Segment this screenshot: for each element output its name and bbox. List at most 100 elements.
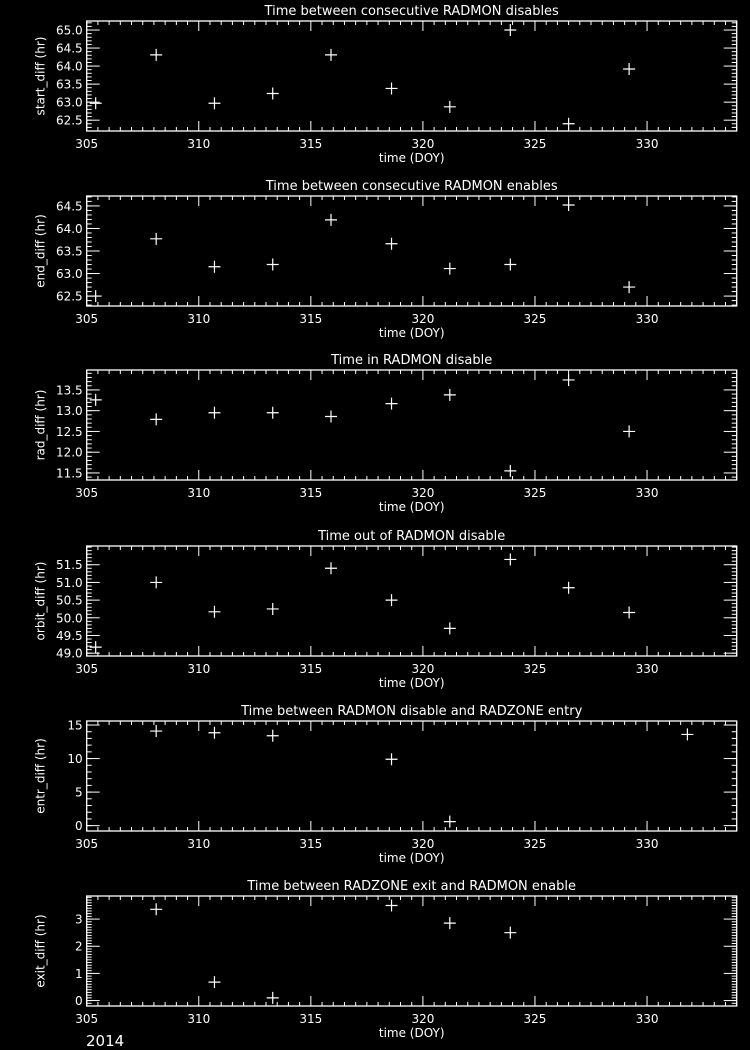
y-tick-label: 65.0 (56, 24, 83, 38)
data-point (208, 260, 221, 273)
y-tick-label: 49.5 (56, 629, 83, 643)
x-tick-label: 310 (187, 1012, 210, 1026)
data-point (385, 753, 398, 766)
y-tick-label: 63.5 (56, 78, 83, 92)
chart-title: Time between consecutive RADMON disables (264, 4, 560, 19)
y-tick-label: 49.0 (56, 647, 83, 661)
data-point (325, 213, 338, 226)
plot-frame (86, 720, 738, 832)
y-tick-label: 0 (75, 819, 83, 833)
panel-4: Time out of RADMON disable time (DOY) orbi… (34, 529, 738, 690)
x-tick-label: 320 (411, 837, 434, 851)
x-tick-label: 305 (75, 486, 98, 500)
x-tick-label: 305 (75, 1012, 98, 1026)
y-tick-label: 12.5 (56, 425, 83, 439)
data-point (266, 602, 279, 615)
panel-2: Time between consecutive RADMON enables t… (34, 179, 738, 340)
data-point (266, 991, 279, 1004)
y-axis-label: end_diff (hr) (34, 214, 48, 288)
y-axis-label: start_diff (hr) (34, 37, 48, 116)
y-axis-label: rad_diff (hr) (34, 390, 48, 461)
x-tick-label: 320 (411, 662, 434, 676)
y-tick-label: 10 (67, 752, 82, 766)
plot-frame (86, 20, 738, 132)
data-point (325, 410, 338, 423)
y-tick-label: 62.5 (56, 114, 83, 128)
data-point (443, 815, 456, 828)
chart-title: Time in RADMON disable (330, 353, 492, 368)
panel-1: Time between consecutive RADMON disables… (34, 4, 738, 165)
data-point (150, 48, 163, 61)
x-tick-label: 330 (636, 1012, 659, 1026)
data-point (504, 24, 517, 37)
x-tick-label: 330 (636, 662, 659, 676)
data-point (266, 87, 279, 100)
data-point (208, 605, 221, 618)
data-point (385, 82, 398, 95)
data-point (504, 553, 517, 566)
data-point (623, 281, 636, 294)
y-tick-label: 13.0 (56, 404, 83, 418)
data-point (562, 199, 575, 212)
y-tick-label: 2 (75, 940, 83, 954)
y-tick-label: 64.0 (56, 60, 83, 74)
y-tick-label: 63.0 (56, 267, 83, 281)
x-tick-label: 325 (524, 137, 547, 151)
x-tick-label: 320 (411, 312, 434, 326)
data-point (325, 562, 338, 575)
x-tick-label: 310 (187, 137, 210, 151)
chart-title: Time between consecutive RADMON enables (265, 179, 558, 194)
x-tick-label: 325 (524, 486, 547, 500)
data-point (681, 728, 694, 741)
y-axis-label: orbit_diff (hr) (34, 562, 48, 641)
chart-title: Time between RADMON disable and RADZONE … (240, 704, 582, 719)
x-axis-label: time (DOY) (379, 1026, 445, 1040)
data-point (385, 397, 398, 410)
y-tick-label: 11.5 (56, 466, 83, 480)
x-tick-label: 310 (187, 486, 210, 500)
y-axis-label: exit_diff (hr) (34, 914, 48, 987)
data-point (266, 406, 279, 419)
x-tick-label: 330 (636, 486, 659, 500)
x-tick-label: 320 (411, 137, 434, 151)
data-point (443, 917, 456, 930)
x-tick-label: 310 (187, 312, 210, 326)
data-point (89, 641, 102, 654)
data-point (623, 606, 636, 619)
data-point (385, 594, 398, 607)
plot-frame (86, 895, 738, 1007)
data-point (89, 97, 102, 110)
panel-3: Time in RADMON disable time (DOY) rad_diff… (34, 353, 738, 514)
data-point (266, 258, 279, 271)
y-tick-label: 64.0 (56, 222, 83, 236)
data-point (208, 406, 221, 419)
y-tick-label: 3 (75, 913, 83, 927)
y-tick-label: 63.5 (56, 245, 83, 259)
y-tick-label: 5 (75, 786, 83, 800)
x-tick-label: 305 (75, 312, 98, 326)
x-axis-label: time (DOY) (379, 151, 445, 165)
x-axis-label: time (DOY) (379, 500, 445, 514)
y-tick-label: 62.5 (56, 290, 83, 304)
y-tick-label: 12.0 (56, 446, 83, 460)
y-axis-label: entr_diff (hr) (34, 738, 48, 814)
data-point (385, 899, 398, 912)
data-point (150, 576, 163, 589)
y-tick-label: 64.5 (56, 199, 83, 213)
plot-frame (86, 195, 738, 307)
x-tick-label: 315 (299, 137, 322, 151)
data-point (150, 903, 163, 916)
data-point (150, 232, 163, 245)
data-point (504, 926, 517, 939)
data-point (208, 97, 221, 110)
x-axis-label: time (DOY) (379, 326, 445, 340)
plot-frame (86, 369, 738, 481)
x-axis-label: time (DOY) (379, 676, 445, 690)
data-point (208, 976, 221, 989)
x-tick-label: 320 (411, 486, 434, 500)
x-tick-label: 310 (187, 837, 210, 851)
x-tick-label: 320 (411, 1012, 434, 1026)
data-point (443, 262, 456, 275)
data-point (623, 425, 636, 438)
x-tick-label: 315 (299, 312, 322, 326)
